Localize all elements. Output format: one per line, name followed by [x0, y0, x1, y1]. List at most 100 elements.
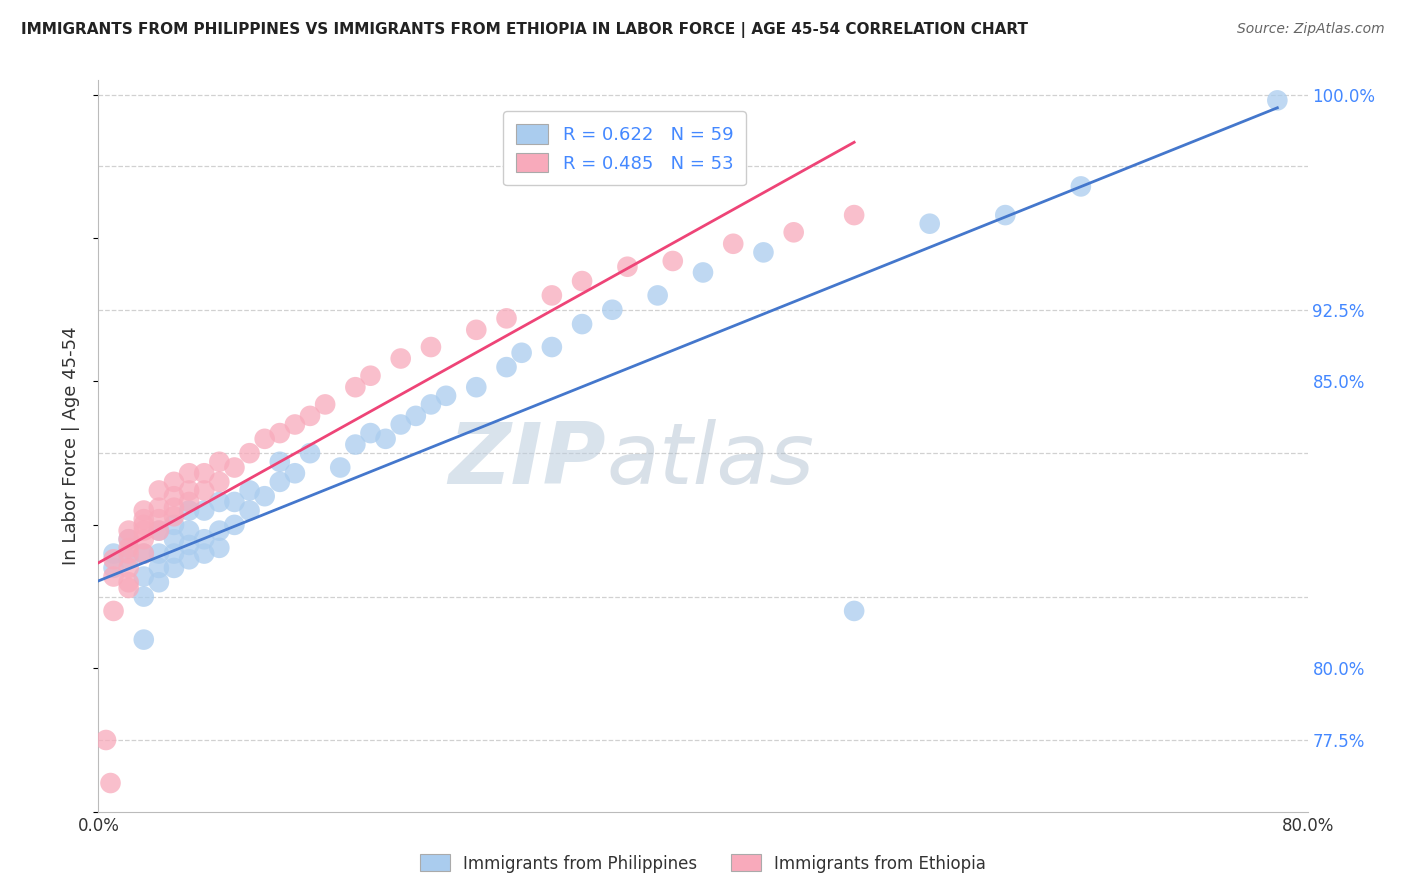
- Point: [193, 483, 215, 498]
- Point: [374, 432, 396, 446]
- Point: [148, 512, 170, 526]
- Point: [420, 397, 443, 411]
- Point: [314, 847, 336, 862]
- Point: [193, 467, 215, 481]
- Point: [269, 475, 291, 489]
- Point: [148, 575, 170, 590]
- Point: [571, 317, 593, 331]
- Point: [918, 217, 941, 231]
- Point: [118, 524, 141, 538]
- Point: [148, 561, 170, 575]
- Point: [103, 569, 125, 583]
- Point: [314, 397, 336, 411]
- Point: [148, 500, 170, 515]
- Point: [284, 417, 307, 432]
- Point: [163, 561, 186, 575]
- Point: [132, 503, 155, 517]
- Point: [752, 245, 775, 260]
- Point: [299, 446, 322, 460]
- Point: [224, 517, 246, 532]
- Point: [208, 524, 231, 538]
- Point: [239, 483, 262, 498]
- Point: [571, 274, 593, 288]
- Point: [179, 503, 201, 517]
- Point: [148, 524, 170, 538]
- Point: [253, 432, 276, 446]
- Point: [94, 733, 117, 747]
- Point: [163, 475, 186, 489]
- Point: [118, 533, 141, 547]
- Point: [179, 552, 201, 566]
- Point: [208, 475, 231, 489]
- Point: [389, 417, 412, 432]
- Point: [360, 368, 382, 383]
- Point: [118, 552, 141, 566]
- Point: [103, 552, 125, 566]
- Point: [163, 533, 186, 547]
- Point: [118, 547, 141, 561]
- Point: [148, 524, 170, 538]
- Point: [269, 455, 291, 469]
- Point: [540, 340, 562, 354]
- Point: [360, 426, 382, 441]
- Point: [344, 380, 367, 394]
- Point: [1267, 94, 1289, 108]
- Point: [723, 236, 745, 251]
- Point: [193, 533, 215, 547]
- Legend: R = 0.622   N = 59, R = 0.485   N = 53: R = 0.622 N = 59, R = 0.485 N = 53: [503, 112, 745, 186]
- Point: [314, 862, 336, 876]
- Point: [239, 446, 262, 460]
- Point: [118, 541, 141, 555]
- Point: [132, 517, 155, 532]
- Point: [495, 360, 517, 375]
- Point: [132, 533, 155, 547]
- Point: [103, 547, 125, 561]
- Point: [179, 524, 201, 538]
- Point: [208, 495, 231, 509]
- Point: [239, 503, 262, 517]
- Point: [163, 500, 186, 515]
- Point: [148, 547, 170, 561]
- Text: ZIP: ZIP: [449, 419, 606, 502]
- Point: [465, 380, 488, 394]
- Point: [602, 302, 624, 317]
- Point: [132, 547, 155, 561]
- Point: [389, 351, 412, 366]
- Point: [163, 489, 186, 503]
- Point: [132, 590, 155, 604]
- Point: [118, 581, 141, 595]
- Legend: Immigrants from Philippines, Immigrants from Ethiopia: Immigrants from Philippines, Immigrants …: [413, 847, 993, 880]
- Point: [179, 538, 201, 552]
- Point: [103, 604, 125, 618]
- Point: [208, 455, 231, 469]
- Point: [269, 426, 291, 441]
- Point: [193, 503, 215, 517]
- Point: [148, 483, 170, 498]
- Point: [179, 483, 201, 498]
- Point: [420, 340, 443, 354]
- Point: [253, 489, 276, 503]
- Point: [132, 569, 155, 583]
- Point: [344, 437, 367, 451]
- Point: [434, 389, 457, 403]
- Point: [163, 517, 186, 532]
- Point: [179, 495, 201, 509]
- Point: [783, 225, 806, 239]
- Point: [163, 547, 186, 561]
- Point: [540, 288, 562, 302]
- Point: [132, 524, 155, 538]
- Point: [647, 288, 669, 302]
- Point: [284, 467, 307, 481]
- Point: [100, 776, 122, 790]
- Point: [118, 561, 141, 575]
- Y-axis label: In Labor Force | Age 45-54: In Labor Force | Age 45-54: [62, 326, 80, 566]
- Point: [661, 254, 683, 268]
- Point: [299, 409, 322, 423]
- Point: [495, 311, 517, 326]
- Point: [118, 575, 141, 590]
- Point: [224, 460, 246, 475]
- Point: [179, 467, 201, 481]
- Point: [405, 409, 427, 423]
- Point: [692, 265, 714, 279]
- Point: [208, 541, 231, 555]
